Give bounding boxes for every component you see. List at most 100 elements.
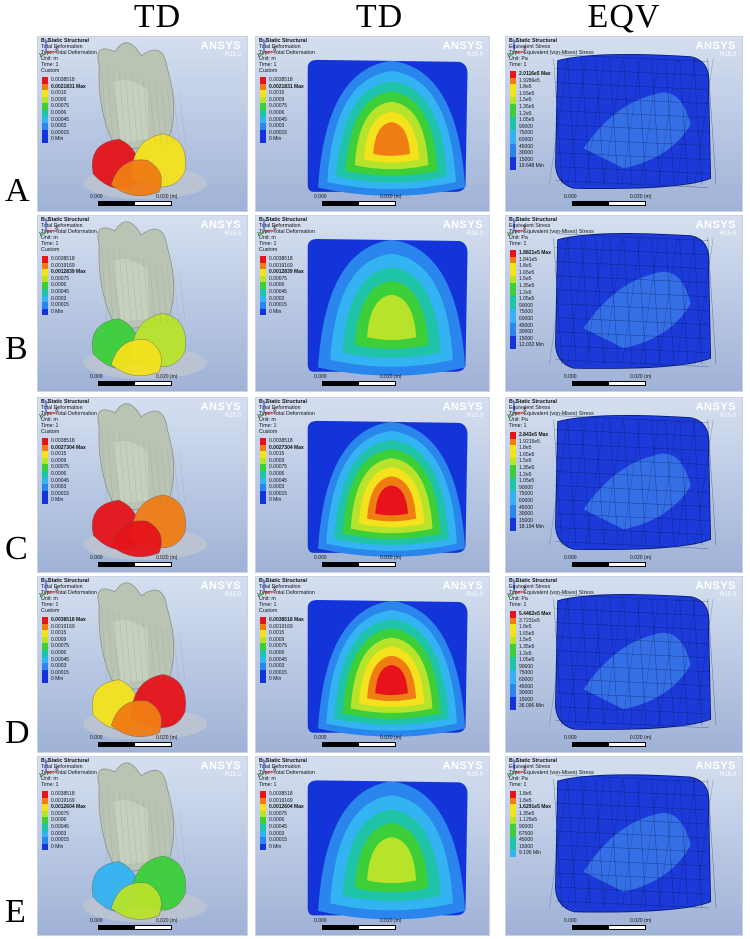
legend-swatch xyxy=(510,617,516,625)
panel-info-line: Unit: Pa xyxy=(509,776,528,782)
axis-letter: Z xyxy=(265,217,268,223)
legend-swatch xyxy=(260,275,266,283)
legend-swatch xyxy=(510,432,516,439)
legend-label: 0.0003 xyxy=(51,484,67,491)
bone-block-model xyxy=(307,239,468,376)
legend-swatch xyxy=(260,269,266,276)
legend-swatch xyxy=(42,630,48,637)
legend-label: 0.0015 xyxy=(51,451,67,458)
legend-label: 1.65e5 xyxy=(519,269,535,276)
legend-swatch xyxy=(510,511,516,518)
panel-analysis-name: B: Static Structural xyxy=(259,217,307,223)
legend-swatch xyxy=(42,490,48,498)
legend-label: 0.0009 xyxy=(51,96,67,103)
panel-analysis-name: B: Static Structural xyxy=(509,578,557,584)
panel-info-line: Type: Total Deformation xyxy=(41,50,97,56)
scale-bar: 0.000 0.020 (m) xyxy=(84,374,194,388)
model-render xyxy=(83,582,208,740)
panel-analysis-name: B: Static Structural xyxy=(259,38,307,44)
legend-label: 0.0019169 xyxy=(51,797,75,804)
legend-swatch xyxy=(510,464,516,472)
axis-letter: Y xyxy=(257,232,261,238)
panel-info-line: Type: Total Deformation xyxy=(259,229,315,235)
legend-label: 0.0038518 xyxy=(269,438,293,444)
legend-swatch xyxy=(42,269,48,276)
axis-letter: X xyxy=(55,407,59,413)
legend-label: 0.00045 xyxy=(269,477,288,484)
brand-version: R15.0 xyxy=(224,413,241,419)
legend-label: 0.00045 xyxy=(51,477,70,484)
legend-label: 90000 xyxy=(519,484,533,491)
scale-bar: 0.000 0.020 (m) xyxy=(308,918,418,932)
legend-label: 1.8e5 xyxy=(519,445,532,452)
brand-name: ANSYS xyxy=(695,219,736,231)
legend-swatch xyxy=(42,676,48,683)
legend-label: 75000 xyxy=(519,670,533,677)
panel-title-block: B: Static Structural Total Deformation Typ… xyxy=(259,399,315,435)
scale-bar-graphic xyxy=(98,381,172,386)
panel-info-line: Unit: Pa xyxy=(509,596,528,602)
legend-swatch xyxy=(42,308,48,316)
legend-swatch xyxy=(510,296,516,303)
panel-analysis-name: B: Static Structural xyxy=(509,38,557,44)
brand-name: ANSYS xyxy=(442,401,483,413)
panel-info-line: Time: 1 xyxy=(41,423,59,429)
panel-title-block: B: Static Structural Equivalent Stress Typ… xyxy=(509,399,594,429)
axis-letter: Y xyxy=(39,414,43,420)
legend-label: 0.0038518 xyxy=(269,256,293,262)
ansys-logo: ANSYS R15.0 xyxy=(201,402,241,420)
legend-label: 0.0003 xyxy=(269,295,285,302)
axis-triad-icon: ZX Y xyxy=(39,399,59,420)
legend-label: 60000 xyxy=(519,136,533,143)
legend-label: 0.0003 xyxy=(269,663,285,670)
axis-letter: X xyxy=(523,407,527,413)
legend-swatch xyxy=(42,837,48,844)
axis-triad-icon: ZX Y xyxy=(257,217,277,238)
legend-swatch xyxy=(510,517,516,525)
legend-label: 0.00015 xyxy=(269,837,288,844)
scale-bar-graphic xyxy=(572,925,646,930)
axis-triad-icon: ZX Y xyxy=(257,758,277,779)
legend-label: 1.8e5 xyxy=(519,797,532,804)
legend-swatch xyxy=(260,490,266,498)
model-render xyxy=(549,774,717,913)
panel-info-line: Unit: Pa xyxy=(509,235,528,241)
legend-swatch xyxy=(510,263,516,270)
legend-label: 0.00015 xyxy=(269,129,288,136)
scale-end-label: 0.020 (m) xyxy=(380,194,402,200)
legend-swatch xyxy=(510,823,516,831)
stress-mesh-model xyxy=(549,414,717,551)
panel-info-line: Unit: m xyxy=(259,235,276,241)
panel-title-block: B: Static Structural Total Deformation Typ… xyxy=(259,38,315,74)
legend-swatch xyxy=(260,804,266,811)
legend-label: 1.8821e5 Max xyxy=(519,250,551,256)
legend-swatch xyxy=(510,342,516,349)
legend-swatch xyxy=(260,617,266,624)
legend-swatch xyxy=(260,484,266,491)
panel-info-line: Custom xyxy=(41,247,60,253)
legend-label: 1.2e5 xyxy=(519,110,532,117)
legend-swatch xyxy=(510,84,516,91)
scale-start-label: 0.000 xyxy=(314,194,327,200)
panel-info-line: Time: 1 xyxy=(509,62,527,68)
panel-info-line: Unit: m xyxy=(41,776,58,782)
legend-label: 0.0015 xyxy=(269,90,285,97)
axis-letter: X xyxy=(523,586,527,592)
axis-triad-icon: ZX Y xyxy=(507,578,527,599)
legend-swatch xyxy=(510,504,516,512)
scale-start-label: 0.000 xyxy=(90,374,103,380)
panel-info-line: Type: Total Deformation xyxy=(41,229,97,235)
legend-swatch xyxy=(42,663,48,670)
legend-swatch xyxy=(260,663,266,670)
panel-info-line: Total Deformation xyxy=(259,764,301,770)
legend-label: 0.0006 xyxy=(51,109,67,116)
legend-swatch xyxy=(42,484,48,491)
legend-label: 1.8e5 xyxy=(519,84,532,91)
legend-swatch xyxy=(510,163,516,170)
brand-version: R15.0 xyxy=(719,592,736,598)
scale-bar-graphic xyxy=(322,381,396,386)
legend-label: 60000 xyxy=(519,497,533,504)
panel-info-line: Custom xyxy=(41,429,60,435)
scale-bar: 0.000 0.020 (m) xyxy=(308,194,418,208)
axis-letter: Y xyxy=(257,53,261,59)
